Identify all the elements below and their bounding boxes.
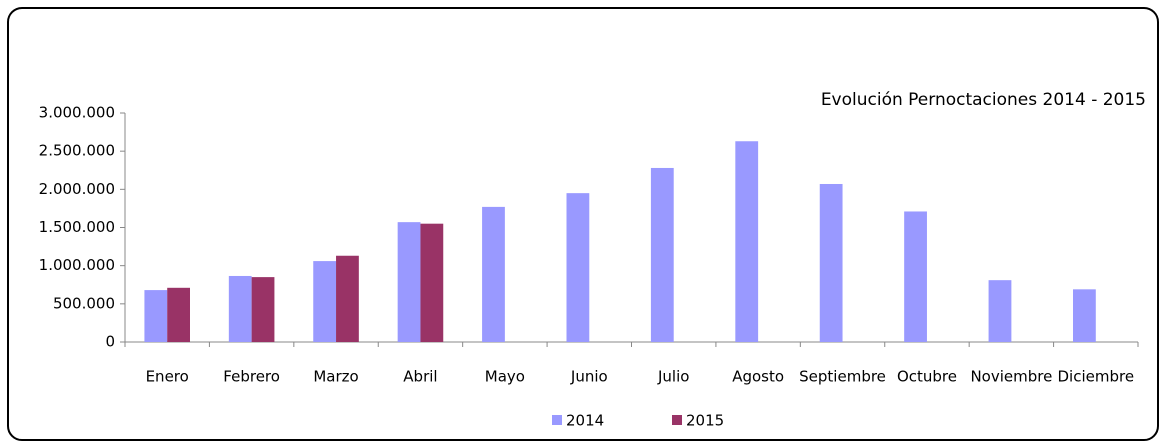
x-tick-label: Enero bbox=[146, 368, 189, 386]
x-tick-label: Julio bbox=[657, 368, 689, 386]
x-tick-label: Abril bbox=[403, 368, 437, 386]
bar bbox=[482, 206, 505, 342]
bar bbox=[1072, 289, 1096, 342]
bar bbox=[735, 141, 759, 342]
bar bbox=[336, 255, 359, 342]
x-tick-label: Febrero bbox=[223, 368, 280, 386]
bar bbox=[397, 222, 421, 342]
y-tick-label: 2.500.000 bbox=[39, 142, 115, 160]
y-tick-label: 3.000.000 bbox=[39, 104, 115, 122]
bar bbox=[988, 280, 1012, 342]
x-tick-label: Octubre bbox=[897, 368, 957, 386]
x-tick-label: Diciembre bbox=[1058, 368, 1135, 386]
bar bbox=[904, 211, 927, 342]
bar bbox=[650, 167, 674, 342]
legend-label: 2015 bbox=[686, 412, 724, 430]
y-tick-label: 500.000 bbox=[53, 294, 115, 312]
bar bbox=[251, 277, 275, 342]
y-tick-label: 2.000.000 bbox=[39, 180, 115, 198]
x-tick-label: Septiembre bbox=[799, 368, 886, 386]
bar bbox=[819, 183, 843, 342]
x-tick-label: Agosto bbox=[732, 368, 784, 386]
legend-label: 2014 bbox=[566, 412, 604, 430]
y-tick-label: 0 bbox=[105, 333, 115, 351]
bar bbox=[228, 275, 252, 342]
x-tick-label: Junio bbox=[570, 368, 608, 386]
y-tick-label: 1.500.000 bbox=[39, 218, 115, 236]
bar bbox=[167, 287, 191, 342]
legend-swatch bbox=[672, 415, 682, 425]
y-tick-label: 1.000.000 bbox=[39, 256, 115, 274]
bar bbox=[566, 193, 590, 342]
bar bbox=[420, 223, 444, 342]
bar bbox=[313, 261, 337, 342]
chart-title: Evolución Pernoctaciones 2014 - 2015 bbox=[821, 90, 1146, 110]
x-tick-label: Marzo bbox=[313, 368, 358, 386]
x-tick-label: Noviembre bbox=[970, 368, 1052, 386]
bar bbox=[144, 290, 168, 342]
x-tick-label: Mayo bbox=[485, 368, 525, 386]
legend-swatch bbox=[552, 415, 562, 425]
